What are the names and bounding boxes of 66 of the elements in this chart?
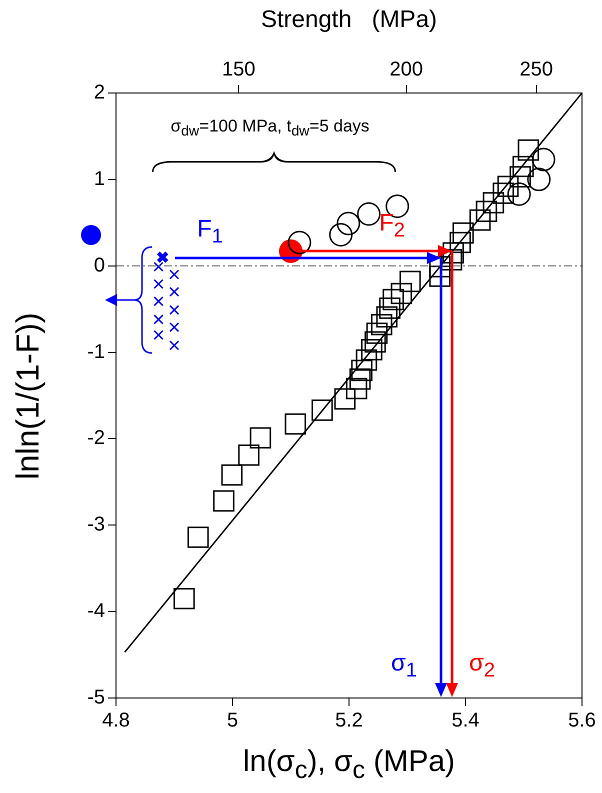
point <box>390 282 412 304</box>
x-tick-label: 5 <box>226 710 238 732</box>
y-tick-label: -2 <box>87 427 105 450</box>
x2-tick-label: 150 <box>222 58 256 81</box>
point <box>510 166 531 188</box>
x-tick-label: 5.4 <box>452 710 480 732</box>
x-tick-label: 5.2 <box>335 710 363 732</box>
point <box>370 314 392 336</box>
point <box>334 388 356 410</box>
point <box>349 368 371 390</box>
point <box>400 270 421 292</box>
point <box>492 182 514 204</box>
point <box>364 331 386 353</box>
point <box>382 288 404 310</box>
point <box>174 588 195 610</box>
point <box>518 139 540 161</box>
point <box>497 176 519 197</box>
point <box>532 148 556 172</box>
x2-axis-title: Strength (MPa) <box>260 6 438 34</box>
point <box>366 322 388 344</box>
point <box>346 378 368 400</box>
point <box>357 202 381 226</box>
annotation: σ$_{1}$ <box>391 650 417 682</box>
point <box>527 168 551 192</box>
annotation: σ$_{dw}$=100 MPa, t$_{dw}$=5 days <box>170 116 370 140</box>
y-tick-label: -4 <box>87 600 105 622</box>
point <box>156 250 169 264</box>
point <box>356 349 378 371</box>
y-axis-title: lnln(1/(1-F)) <box>10 312 46 480</box>
annotation: σ$_{2}$ <box>469 650 495 682</box>
point <box>452 222 474 244</box>
y-tick-label: 1 <box>94 168 105 190</box>
x-tick-label: 4.8 <box>102 710 130 732</box>
point <box>351 360 372 382</box>
y-tick-label: 0 <box>94 254 105 276</box>
point <box>476 200 498 222</box>
point <box>288 230 312 254</box>
x2-tick-label: 200 <box>390 58 424 81</box>
y-tick-label: -3 <box>87 514 105 536</box>
annotation: F$_{2}$ <box>379 210 405 242</box>
point <box>379 298 400 319</box>
y-tick-label: -1 <box>87 340 105 363</box>
point <box>284 413 306 435</box>
x2-tick-label: 250 <box>520 58 553 81</box>
x-tick-label: 5.6 <box>568 710 596 732</box>
point <box>429 266 451 287</box>
y-tick-label: -5 <box>87 686 105 709</box>
y-tick-label: 2 <box>94 82 105 104</box>
point <box>507 182 531 206</box>
x-axis-title: ln(σ$_{c}$), σ$_{c}$ (MPa) <box>242 745 456 785</box>
point <box>442 242 464 264</box>
point <box>361 339 382 360</box>
point <box>187 526 209 548</box>
point <box>329 222 353 246</box>
annotation: F$_{1}$ <box>197 216 223 248</box>
point <box>312 400 333 421</box>
point <box>250 427 272 448</box>
point <box>512 156 534 178</box>
point <box>221 464 243 486</box>
point <box>213 490 234 512</box>
point <box>336 212 360 236</box>
point <box>469 209 491 231</box>
point <box>450 232 471 254</box>
point <box>238 444 260 466</box>
point <box>482 192 504 214</box>
point <box>376 306 398 328</box>
